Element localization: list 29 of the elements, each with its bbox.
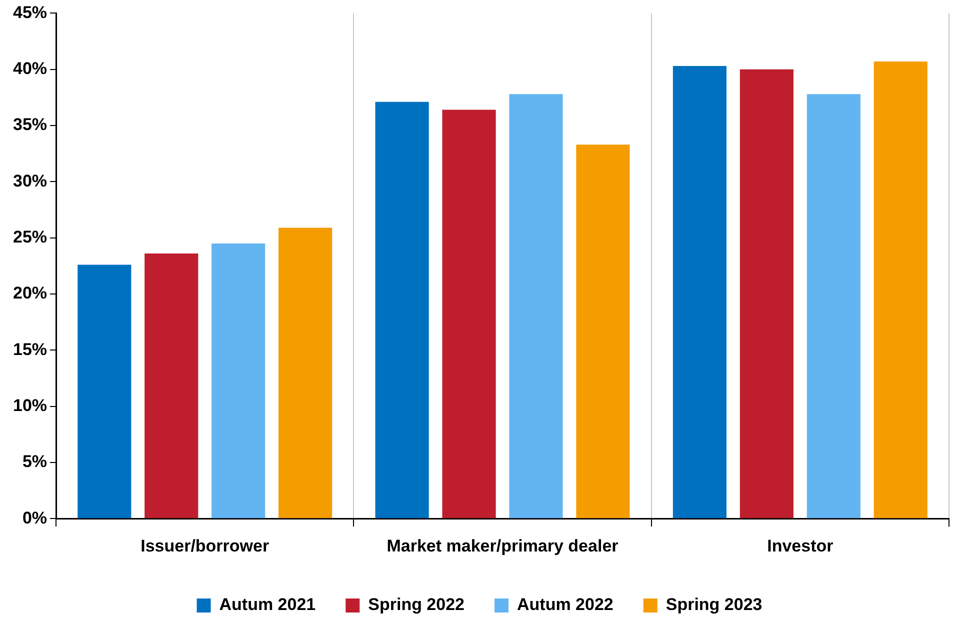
y-tick-label: 5%	[22, 452, 48, 472]
bar	[78, 264, 132, 518]
bar	[576, 144, 630, 518]
y-tick-label: 30%	[12, 171, 48, 190]
bar	[442, 110, 496, 518]
y-tick-label: 20%	[12, 284, 48, 303]
legend-label: Autum 2022	[517, 595, 614, 614]
bar	[740, 69, 794, 518]
bar	[672, 66, 726, 518]
y-tick-label: 45%	[12, 2, 48, 22]
x-tick-label: Market maker/primary dealer	[386, 536, 619, 556]
x-tick-label: Issuer/borrower	[140, 536, 270, 556]
x-tick-label: Investor	[767, 536, 834, 556]
bar	[874, 61, 928, 518]
legend-label: Autum 2021	[219, 595, 316, 614]
legend-label: Spring 2022	[368, 595, 465, 614]
y-tick-label: 15%	[12, 340, 48, 359]
y-tick-label: 25%	[12, 228, 48, 247]
bar	[144, 254, 198, 518]
bar	[212, 243, 266, 518]
y-tick-label: 0%	[22, 508, 48, 528]
bar	[806, 94, 860, 518]
bar	[375, 102, 429, 518]
bar	[509, 94, 563, 518]
legend-label: Spring 2023	[666, 595, 762, 614]
y-tick-label: 10%	[12, 396, 48, 415]
y-tick-label: 35%	[12, 115, 48, 134]
y-tick-label: 40%	[12, 59, 48, 78]
bar	[278, 228, 332, 518]
